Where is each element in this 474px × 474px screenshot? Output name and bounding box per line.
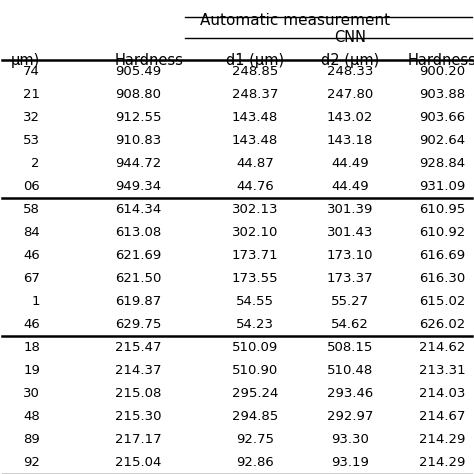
Text: 621.69: 621.69 <box>115 249 161 262</box>
Text: 214.67: 214.67 <box>419 410 465 423</box>
Text: 626.02: 626.02 <box>419 318 465 331</box>
Text: 143.02: 143.02 <box>327 111 373 124</box>
Text: 44.76: 44.76 <box>236 180 274 193</box>
Text: 143.18: 143.18 <box>327 134 373 147</box>
Text: 629.75: 629.75 <box>115 318 161 331</box>
Text: 247.80: 247.80 <box>327 88 373 101</box>
Text: 92.75: 92.75 <box>236 433 274 446</box>
Text: 616.30: 616.30 <box>419 272 465 285</box>
Text: 510.09: 510.09 <box>232 341 278 354</box>
Text: 89: 89 <box>23 433 40 446</box>
Text: 931.09: 931.09 <box>419 180 465 193</box>
Text: 19: 19 <box>23 364 40 377</box>
Text: 613.08: 613.08 <box>115 226 161 239</box>
Text: 2: 2 <box>31 157 40 170</box>
Text: 215.30: 215.30 <box>115 410 162 423</box>
Text: 214.29: 214.29 <box>419 456 465 469</box>
Text: 213.31: 213.31 <box>419 364 465 377</box>
Text: 214.29: 214.29 <box>419 433 465 446</box>
Text: 53: 53 <box>23 134 40 147</box>
Text: 302.13: 302.13 <box>232 203 278 216</box>
Text: 619.87: 619.87 <box>115 295 161 308</box>
Text: 21: 21 <box>23 88 40 101</box>
Text: 248.37: 248.37 <box>232 88 278 101</box>
Text: 616.69: 616.69 <box>419 249 465 262</box>
Text: 48: 48 <box>23 410 40 423</box>
Text: 215.08: 215.08 <box>115 387 161 400</box>
Text: 248.33: 248.33 <box>327 65 373 78</box>
Text: 912.55: 912.55 <box>115 111 162 124</box>
Text: 928.84: 928.84 <box>419 157 465 170</box>
Text: 905.49: 905.49 <box>115 65 161 78</box>
Text: d2 (μm): d2 (μm) <box>321 53 379 68</box>
Text: 610.95: 610.95 <box>419 203 465 216</box>
Text: 214.62: 214.62 <box>419 341 465 354</box>
Text: 621.50: 621.50 <box>115 272 161 285</box>
Text: 173.37: 173.37 <box>327 272 374 285</box>
Text: 18: 18 <box>23 341 40 354</box>
Text: 248.85: 248.85 <box>232 65 278 78</box>
Text: 510.48: 510.48 <box>327 364 373 377</box>
Text: 292.97: 292.97 <box>327 410 373 423</box>
Text: d1 (μm): d1 (μm) <box>226 53 284 68</box>
Text: 74: 74 <box>23 65 40 78</box>
Text: 301.39: 301.39 <box>327 203 373 216</box>
Text: 46: 46 <box>23 249 40 262</box>
Text: 217.17: 217.17 <box>115 433 162 446</box>
Text: 294.85: 294.85 <box>232 410 278 423</box>
Text: 55.27: 55.27 <box>331 295 369 308</box>
Text: 1: 1 <box>31 295 40 308</box>
Text: Automatic measurement: Automatic measurement <box>200 13 390 28</box>
Text: 92.86: 92.86 <box>236 456 274 469</box>
Text: 614.34: 614.34 <box>115 203 161 216</box>
Text: 214.03: 214.03 <box>419 387 465 400</box>
Text: 908.80: 908.80 <box>115 88 161 101</box>
Text: 54.55: 54.55 <box>236 295 274 308</box>
Text: 903.66: 903.66 <box>419 111 465 124</box>
Text: 93.19: 93.19 <box>331 456 369 469</box>
Text: 615.02: 615.02 <box>419 295 465 308</box>
Text: 301.43: 301.43 <box>327 226 373 239</box>
Text: 32: 32 <box>23 111 40 124</box>
Text: 214.37: 214.37 <box>115 364 162 377</box>
Text: 93.30: 93.30 <box>331 433 369 446</box>
Text: Hardness: Hardness <box>115 53 184 68</box>
Text: 44.49: 44.49 <box>331 180 369 193</box>
Text: 173.55: 173.55 <box>232 272 278 285</box>
Text: 143.48: 143.48 <box>232 111 278 124</box>
Text: 215.47: 215.47 <box>115 341 162 354</box>
Text: 508.15: 508.15 <box>327 341 373 354</box>
Text: 173.10: 173.10 <box>327 249 373 262</box>
Text: 215.04: 215.04 <box>115 456 161 469</box>
Text: 910.83: 910.83 <box>115 134 161 147</box>
Text: 44.49: 44.49 <box>331 157 369 170</box>
Text: μm): μm) <box>11 53 40 68</box>
Text: 949.34: 949.34 <box>115 180 161 193</box>
Text: 944.72: 944.72 <box>115 157 161 170</box>
Text: 900.20: 900.20 <box>419 65 465 78</box>
Text: 610.92: 610.92 <box>419 226 465 239</box>
Text: 84: 84 <box>23 226 40 239</box>
Text: 46: 46 <box>23 318 40 331</box>
Text: 54.62: 54.62 <box>331 318 369 331</box>
Text: 293.46: 293.46 <box>327 387 373 400</box>
Text: 58: 58 <box>23 203 40 216</box>
Text: 92: 92 <box>23 456 40 469</box>
Text: 54.23: 54.23 <box>236 318 274 331</box>
Text: 902.64: 902.64 <box>419 134 465 147</box>
Text: 67: 67 <box>23 272 40 285</box>
Text: 295.24: 295.24 <box>232 387 278 400</box>
Text: CNN: CNN <box>334 30 366 45</box>
Text: 06: 06 <box>23 180 40 193</box>
Text: 510.90: 510.90 <box>232 364 278 377</box>
Text: Hardness: Hardness <box>408 53 474 68</box>
Text: 143.48: 143.48 <box>232 134 278 147</box>
Text: 903.88: 903.88 <box>419 88 465 101</box>
Text: 302.10: 302.10 <box>232 226 278 239</box>
Text: 44.87: 44.87 <box>236 157 274 170</box>
Text: 30: 30 <box>23 387 40 400</box>
Text: 173.71: 173.71 <box>232 249 278 262</box>
